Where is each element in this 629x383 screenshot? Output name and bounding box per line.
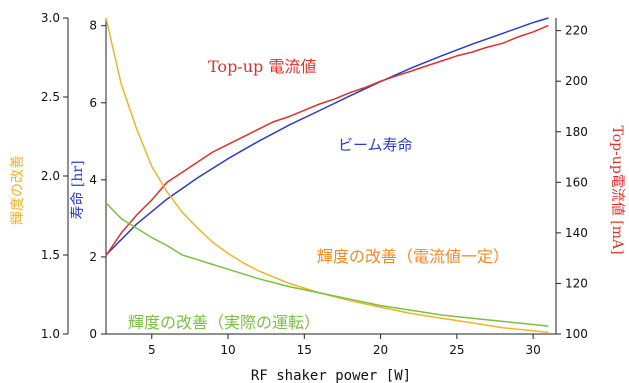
x-tick-label-30: 30	[525, 343, 540, 357]
current-tick-label-200: 200	[565, 74, 588, 88]
x-tick-label-5: 5	[148, 343, 156, 357]
series-line-0	[105, 17, 549, 256]
series-label-3: 輝度の改善（実際の運転）	[128, 313, 320, 332]
brightness-axis-label: 輝度の改善	[10, 155, 26, 225]
brightness-tick-label-1: 1.0	[41, 327, 60, 341]
current-tick-label-220: 220	[565, 24, 588, 38]
lifetime-tick-label-6: 6	[89, 96, 97, 110]
lifetime-tick-label-4: 4	[89, 173, 97, 187]
lifetime-tick-label-2: 2	[89, 250, 97, 264]
current-axis-label: Top-up電流値 [mA]	[609, 125, 625, 254]
x-tick-label-10: 10	[220, 343, 235, 357]
series-line-1	[105, 24, 549, 257]
lifetime-tick-label-8: 8	[89, 19, 97, 33]
x-tick-label-25: 25	[449, 343, 464, 357]
series-label-1: Top-up 電流値	[208, 57, 316, 76]
brightness-tick-label-2: 2.0	[41, 169, 60, 183]
current-tick-label-180: 180	[565, 125, 588, 139]
series-line-2	[105, 17, 549, 334]
brightness-tick-label-2.5: 2.5	[41, 90, 60, 104]
brightness-tick-label-3: 3.0	[41, 11, 60, 25]
current-tick-label-160: 160	[565, 175, 588, 189]
current-tick-label-100: 100	[565, 327, 588, 341]
x-tick-label-15: 15	[297, 343, 312, 357]
series-label-2: 輝度の改善（電流値一定）	[317, 247, 509, 266]
current-tick-label-120: 120	[565, 276, 588, 290]
x-tick-label-20: 20	[373, 343, 388, 357]
series-line-3	[105, 202, 549, 327]
current-tick-label-140: 140	[565, 226, 588, 240]
lifetime-tick-label-0: 0	[89, 327, 97, 341]
lifetime-axis-label: 寿命 [hr]	[69, 160, 86, 219]
series-label-0: ビーム寿命	[338, 136, 413, 154]
brightness-tick-label-1.5: 1.5	[41, 248, 60, 262]
x-axis-label: RF shaker power [W]	[251, 368, 411, 383]
